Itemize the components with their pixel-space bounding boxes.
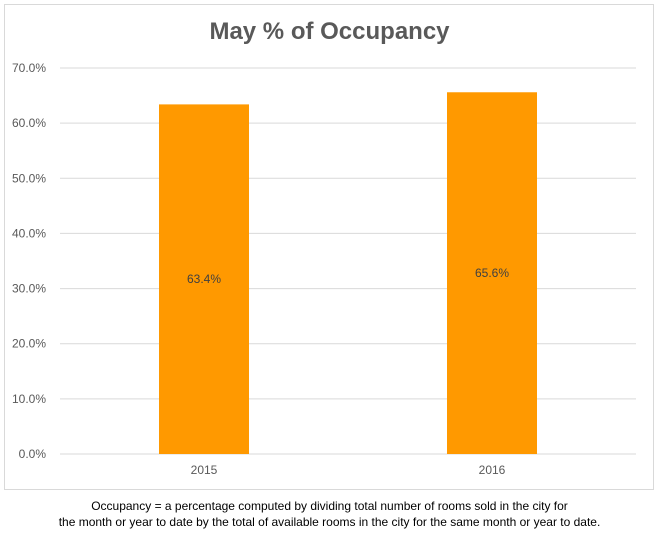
chart-title: May % of Occupancy — [209, 18, 450, 45]
y-tick-label: 0.0% — [19, 447, 47, 461]
footnote: Occupancy = a percentage computed by div… — [0, 498, 659, 530]
x-tick-label: 2016 — [479, 463, 506, 477]
y-tick-label: 40.0% — [12, 226, 46, 240]
y-tick-label: 50.0% — [12, 171, 46, 185]
footnote-line-1: Occupancy = a percentage computed by div… — [91, 499, 568, 513]
y-tick-label: 10.0% — [12, 392, 46, 406]
bar — [159, 104, 249, 454]
y-tick-label: 60.0% — [12, 116, 46, 130]
y-tick-label: 20.0% — [12, 337, 46, 351]
chart-frame — [4, 4, 654, 490]
data-label: 63.4% — [187, 272, 221, 286]
x-tick-label: 2015 — [191, 463, 218, 477]
bar — [447, 92, 537, 455]
footnote-line-2: the month or year to date by the total o… — [58, 515, 601, 529]
y-tick-label: 70.0% — [12, 61, 46, 75]
y-tick-label: 30.0% — [12, 282, 46, 296]
data-label: 65.6% — [475, 266, 509, 280]
